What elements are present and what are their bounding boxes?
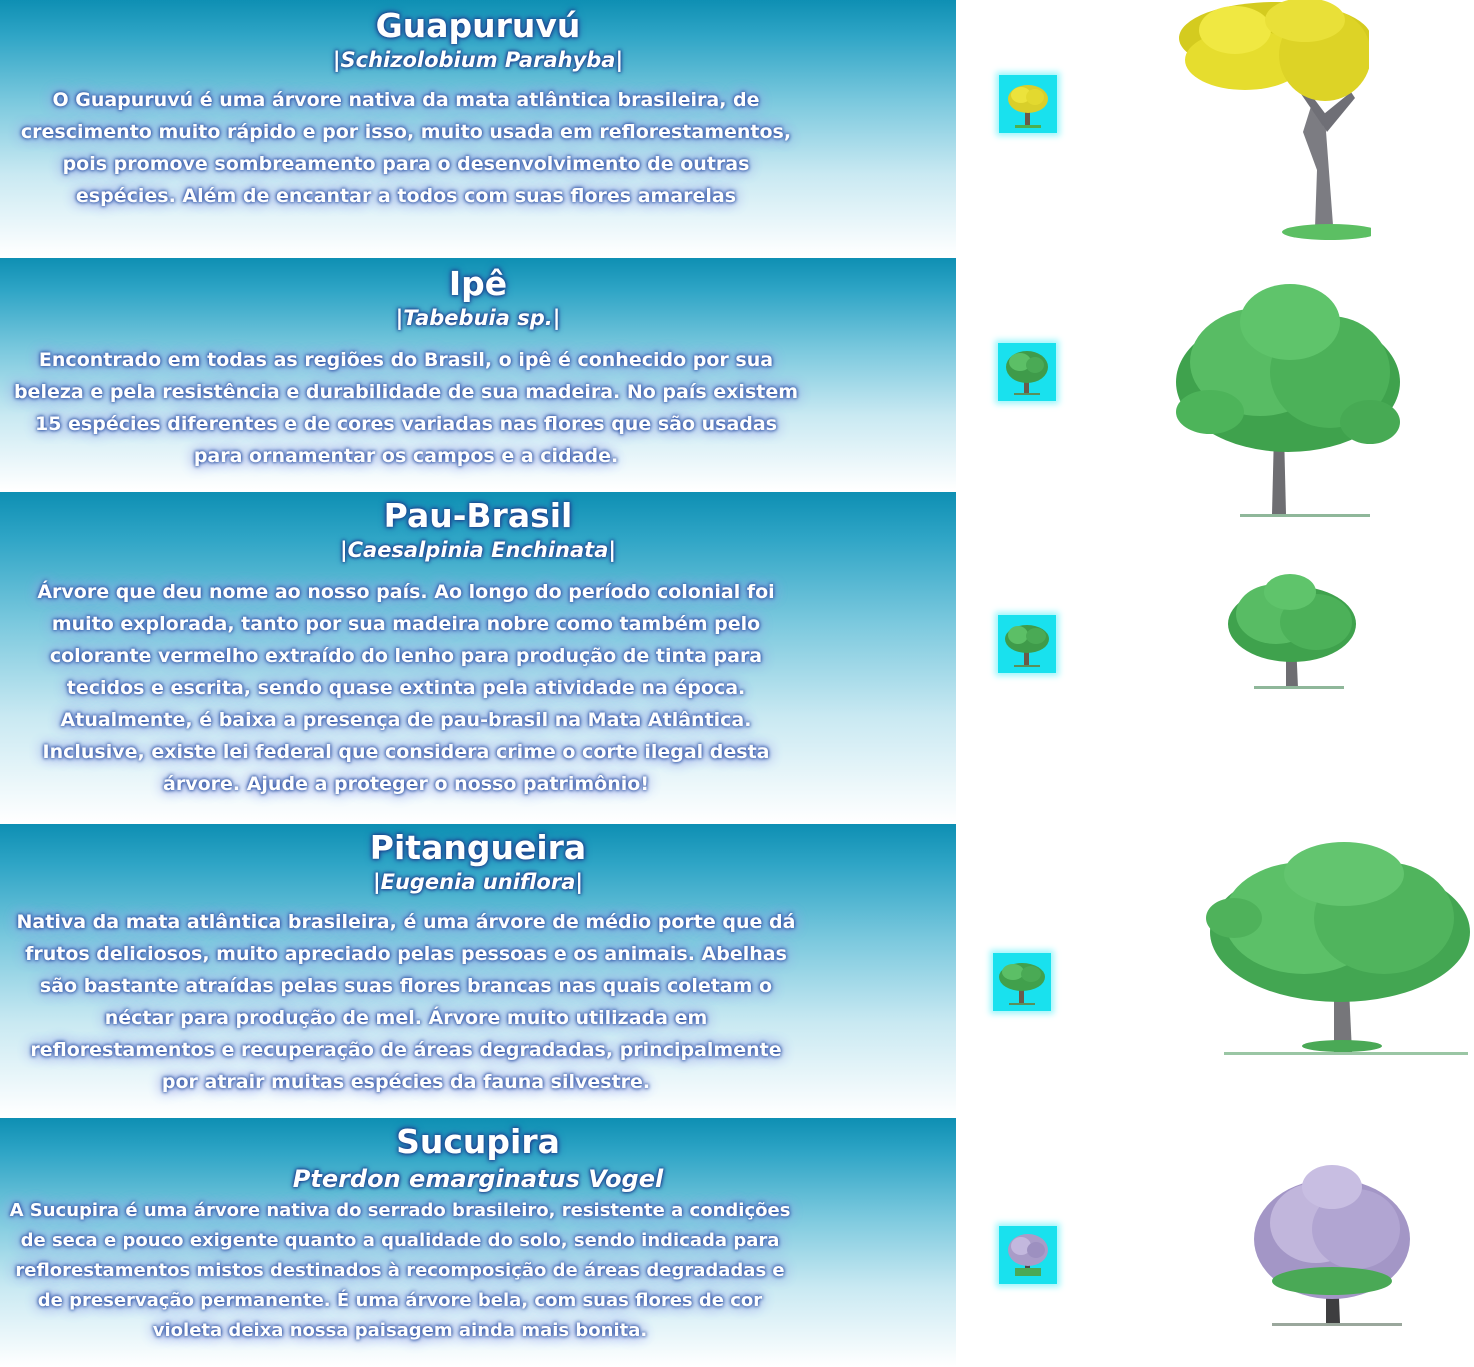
- yellow-tree-illustration: [1179, 0, 1371, 240]
- tree-thumbnail-ipe[interactable]: [998, 343, 1056, 401]
- tree-card-pitangueira: Pitangueira |Eugenia uniflora| Nativa da…: [0, 824, 956, 1116]
- violet-tree-icon: [1008, 1234, 1048, 1276]
- tree-name: Pau-Brasil: [383, 496, 573, 535]
- green-tree-illustration: [1206, 842, 1470, 1055]
- tree-card-sucupira: Sucupira Pterdon emarginatus Vogel A Suc…: [0, 1118, 956, 1367]
- tree-name: Pitangueira: [369, 828, 587, 867]
- green-tree-icon: [999, 963, 1045, 1005]
- tree-description: Árvore que deu nome ao nosso país. Ao lo…: [37, 581, 775, 795]
- green-tree-icon: [1006, 351, 1048, 395]
- tree-thumbnail-pau-brasil[interactable]: [998, 615, 1056, 673]
- tree-scientific-name: |Schizolobium Parahyba|: [332, 48, 624, 72]
- tree-thumbnail-pitangueira[interactable]: [993, 953, 1051, 1011]
- green-tree-icon: [1005, 625, 1049, 667]
- tree-card-ipe: Ipê |Tabebuia sp.| Encontrado em todas a…: [0, 258, 956, 490]
- tree-scientific-name: Pterdon emarginatus Vogel: [292, 1165, 664, 1193]
- tree-name: Guapuruvú: [375, 6, 581, 45]
- tree-scientific-name: |Caesalpinia Enchinata|: [339, 538, 617, 562]
- tree-scientific-name: |Eugenia uniflora|: [372, 870, 584, 894]
- tree-thumbnail-sucupira[interactable]: [999, 1226, 1057, 1284]
- tree-description: O Guapuruvú é uma árvore nativa da mata …: [20, 89, 792, 207]
- violet-tree-illustration: [1254, 1165, 1410, 1326]
- green-tree-illustration: [1228, 574, 1356, 689]
- yellow-tree-icon: [1008, 85, 1048, 128]
- tree-card-guapuruvu: Guapuruvú |Schizolobium Parahyba| O Guap…: [0, 0, 956, 256]
- tree-name: Ipê: [448, 264, 508, 303]
- tree-description: A Sucupira é uma árvore nativa do serrad…: [9, 1200, 791, 1341]
- green-tree-illustration: [1176, 284, 1400, 517]
- tree-thumbnail-guapuruvu[interactable]: [999, 75, 1057, 133]
- tree-description: Nativa da mata atlântica brasileira, é u…: [16, 911, 796, 1093]
- tree-card-pau-brasil: Pau-Brasil |Caesalpinia Enchinata| Árvor…: [0, 492, 956, 822]
- tree-scientific-name: |Tabebuia sp.|: [395, 306, 561, 330]
- tree-name: Sucupira: [396, 1122, 560, 1161]
- tree-description: Encontrado em todas as regiões do Brasil…: [13, 349, 799, 467]
